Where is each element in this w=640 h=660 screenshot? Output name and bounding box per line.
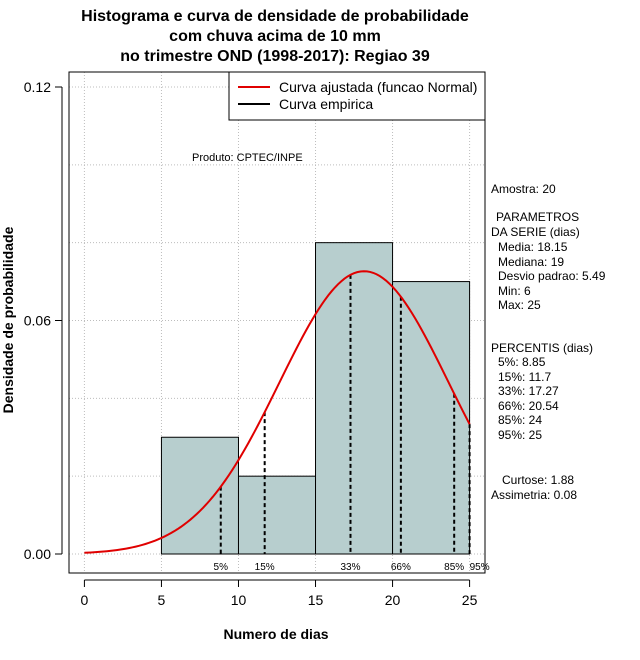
percentile-label: 5% [214,562,229,573]
legend: Curva ajustada (funcao Normal) Curva emp… [228,71,486,121]
kurtosis: Curtose: 1.88 [502,473,574,487]
x-axis-title: Numero de dias [223,626,328,642]
x-tick-label: 15 [308,592,324,608]
percentile-95: 95%: 25 [498,428,542,442]
param-min: Min: 6 [498,284,531,298]
percentile-label: 85% [444,562,464,573]
stats-panel: Amostra: 20 PARAMETROS DA SERIE (dias) M… [491,182,606,502]
params-header: PARAMETROS [496,210,579,224]
y-axis-title: Densidade de probabilidade [0,226,16,413]
chart-title: Histograma e curva de densidade de proba… [81,8,469,65]
param-mean: Media: 18.15 [498,240,568,254]
percentile-15: 15%: 11.7 [498,370,551,384]
percentiles-header: PERCENTIS (dias) [491,341,593,355]
param-max: Max: 25 [498,298,541,312]
x-tick-label: 20 [385,592,401,608]
x-tick-label: 5 [158,592,166,608]
percentile-lines-layer: 5% 15% 33% 66% 85% 95% [214,274,490,573]
histogram-bar [315,242,394,555]
percentile-33: 33%: 17.27 [498,384,559,398]
histogram-bar [392,281,471,555]
percentile-label: 66% [391,562,411,573]
sample-size: Amostra: 20 [491,182,556,196]
title-line-3: no trimestre OND (1998-2017): Regiao 39 [120,48,430,65]
params-subheader: DA SERIE (dias) [491,225,580,239]
title-line-2: com chuva acima de 10 mm [169,28,381,45]
percentile-label: 33% [340,562,360,573]
skewness: Assimetria: 0.08 [491,488,577,502]
y-tick-label: 0.00 [24,546,51,562]
percentile-label: 95% [470,562,490,573]
histogram-bar [160,436,239,555]
y-tick-label: 0.12 [24,79,51,95]
histogram-bar [237,475,317,555]
legend-normal-label: Curva ajustada (funcao Normal) [279,79,477,95]
param-median: Mediana: 19 [498,255,564,269]
curve-layer [84,270,471,554]
title-line-1: Histograma e curva de densidade de proba… [81,8,469,25]
percentile-label: 15% [255,562,275,573]
bars-layer [160,242,471,555]
product-annotation: Produto: CPTEC/INPE [192,152,303,164]
legend-empirical-label: Curva empirica [279,96,373,112]
x-tick-label: 0 [81,592,89,608]
x-tick-label: 10 [231,592,247,608]
axes-layer: 0 5 10 15 20 25 0.00 0.06 0.12 [24,79,478,608]
percentile-85: 85%: 24 [498,413,542,427]
percentile-5: 5%: 8.85 [498,355,546,369]
normal-fit-curve [84,270,471,554]
legend-box [228,71,486,121]
param-sd: Desvio padrao: 5.49 [498,269,606,283]
x-tick-label: 25 [462,592,478,608]
percentile-66: 66%: 20.54 [498,399,559,413]
y-tick-label: 0.06 [24,313,51,329]
